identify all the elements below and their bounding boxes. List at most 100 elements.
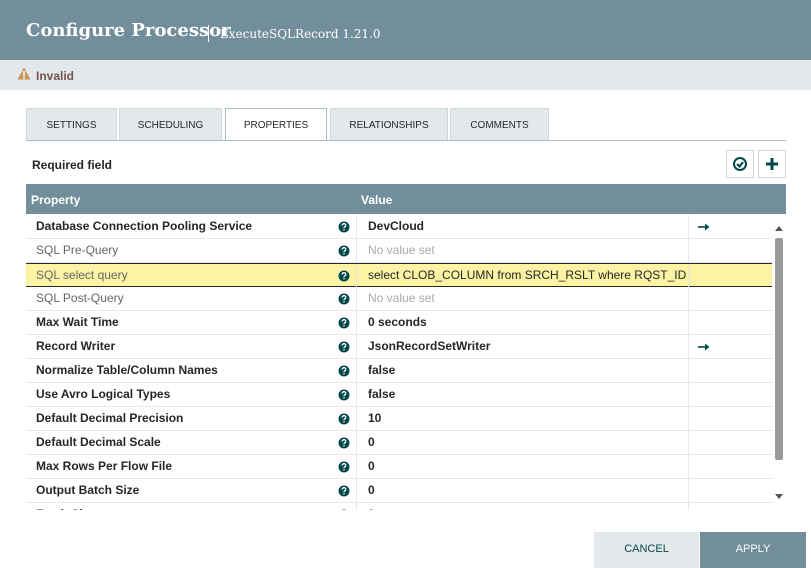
property-name: Max Rows Per Flow File bbox=[36, 459, 173, 473]
column-divider bbox=[356, 431, 357, 455]
property-row[interactable]: Max Rows Per Flow File 0 bbox=[26, 455, 772, 479]
help-icon[interactable] bbox=[338, 317, 350, 329]
property-value: false bbox=[368, 387, 396, 401]
add-icon bbox=[766, 158, 778, 170]
property-row[interactable]: Use Avro Logical Types false bbox=[26, 383, 772, 407]
column-divider bbox=[356, 215, 357, 239]
column-divider bbox=[356, 239, 357, 263]
help-icon[interactable] bbox=[338, 509, 350, 510]
property-row[interactable]: SQL Post-Query No value set bbox=[26, 287, 772, 311]
property-value: 0 seconds bbox=[368, 315, 427, 329]
column-divider bbox=[688, 215, 689, 239]
column-divider bbox=[356, 264, 357, 288]
separator bbox=[208, 25, 209, 42]
column-divider bbox=[688, 311, 689, 335]
column-divider bbox=[356, 335, 357, 359]
property-name: Output Batch Size bbox=[36, 483, 140, 497]
help-icon[interactable] bbox=[338, 293, 350, 305]
property-value: select CLOB_COLUMN from SRCH_RSLT where … bbox=[368, 268, 688, 282]
help-icon[interactable] bbox=[338, 221, 350, 233]
column-divider bbox=[356, 407, 357, 431]
dialog-title: Configure Processor bbox=[26, 20, 231, 41]
property-value: 0 bbox=[368, 483, 375, 497]
column-header: Property bbox=[31, 193, 81, 207]
status-bar bbox=[0, 60, 811, 90]
property-row[interactable]: Output Batch Size 0 bbox=[26, 479, 772, 503]
property-value: false bbox=[368, 363, 396, 377]
property-name: Default Decimal Scale bbox=[36, 435, 161, 449]
property-name: Database Connection Pooling Service bbox=[36, 219, 253, 233]
property-row[interactable]: Normalize Table/Column Names false bbox=[26, 359, 772, 383]
property-value: 0 bbox=[368, 435, 375, 449]
property-row[interactable]: Database Connection Pooling Service DevCl… bbox=[26, 215, 772, 239]
column-divider bbox=[356, 359, 357, 383]
column-divider bbox=[356, 455, 357, 479]
scrollbar-graphic bbox=[775, 226, 783, 499]
column-divider bbox=[688, 431, 689, 455]
property-table: Database Connection Pooling Service DevCl… bbox=[26, 215, 772, 510]
property-name: SQL Pre-Query bbox=[36, 243, 119, 257]
column-header: Value bbox=[361, 193, 393, 207]
property-row[interactable]: Default Decimal Scale 0 bbox=[26, 431, 772, 455]
property-value: 10 bbox=[368, 411, 382, 425]
property-value: No value set bbox=[368, 243, 435, 257]
column-divider bbox=[688, 359, 689, 383]
help-icon[interactable] bbox=[338, 270, 350, 282]
cancel-button[interactable]: CANCEL bbox=[594, 532, 699, 568]
verify-button[interactable] bbox=[726, 150, 754, 178]
property-name: Max Wait Time bbox=[36, 315, 119, 329]
column-divider bbox=[688, 407, 689, 431]
property-row[interactable]: Fetch Size 0 bbox=[26, 503, 772, 510]
apply-button[interactable]: APPLY bbox=[700, 532, 806, 568]
help-icon[interactable] bbox=[338, 461, 350, 473]
column-divider bbox=[356, 311, 357, 335]
tab[interactable]: COMMENTS bbox=[450, 108, 549, 140]
tab[interactable]: SETTINGS bbox=[26, 108, 117, 140]
help-icon[interactable] bbox=[338, 437, 350, 449]
property-name: Normalize Table/Column Names bbox=[36, 363, 218, 377]
property-row[interactable]: Record Writer JsonRecordSetWriter bbox=[26, 335, 772, 359]
status-text: Invalid bbox=[36, 69, 75, 83]
tab[interactable]: PROPERTIES bbox=[225, 108, 327, 141]
column-divider bbox=[688, 479, 689, 503]
required-field-label: Required field bbox=[32, 158, 113, 172]
help-icon[interactable] bbox=[338, 413, 350, 425]
property-name: SQL select query bbox=[36, 268, 128, 282]
column-divider bbox=[356, 479, 357, 503]
tab[interactable]: SCHEDULING bbox=[119, 108, 222, 140]
column-divider bbox=[356, 287, 357, 311]
property-row[interactable]: Default Decimal Precision 10 bbox=[26, 407, 772, 431]
tab[interactable]: RELATIONSHIPS bbox=[330, 108, 448, 140]
column-divider bbox=[688, 383, 689, 407]
column-divider bbox=[356, 503, 357, 510]
goto-service-link[interactable] bbox=[697, 222, 711, 232]
add-property-button[interactable] bbox=[758, 150, 786, 178]
table-header bbox=[26, 184, 786, 214]
warning-icon bbox=[17, 67, 31, 80]
property-name: Use Avro Logical Types bbox=[36, 387, 171, 401]
column-divider bbox=[688, 264, 689, 288]
help-icon[interactable] bbox=[338, 389, 350, 401]
property-name: SQL Post-Query bbox=[36, 291, 124, 305]
scrollbar bbox=[772, 215, 786, 510]
property-row[interactable]: Max Wait Time 0 seconds bbox=[26, 311, 772, 335]
property-value: JsonRecordSetWriter bbox=[368, 339, 491, 353]
help-icon[interactable] bbox=[338, 485, 350, 497]
property-row[interactable]: SQL select query select CLOB_COLUMN from … bbox=[26, 263, 772, 288]
property-value: DevCloud bbox=[368, 219, 425, 233]
help-icon[interactable] bbox=[338, 365, 350, 377]
goto-service-link[interactable] bbox=[697, 342, 711, 352]
tab-underline bbox=[26, 140, 786, 141]
column-divider bbox=[688, 335, 689, 359]
property-value: No value set bbox=[368, 291, 435, 305]
property-row[interactable]: SQL Pre-Query No value set bbox=[26, 239, 772, 263]
help-icon[interactable] bbox=[338, 341, 350, 353]
verify-icon bbox=[733, 157, 747, 171]
column-divider bbox=[356, 383, 357, 407]
property-name: Record Writer bbox=[36, 339, 116, 353]
property-name: Fetch Size bbox=[36, 503, 336, 510]
property-value: 0 bbox=[368, 459, 375, 473]
help-icon[interactable] bbox=[338, 245, 350, 257]
column-divider bbox=[688, 239, 689, 263]
